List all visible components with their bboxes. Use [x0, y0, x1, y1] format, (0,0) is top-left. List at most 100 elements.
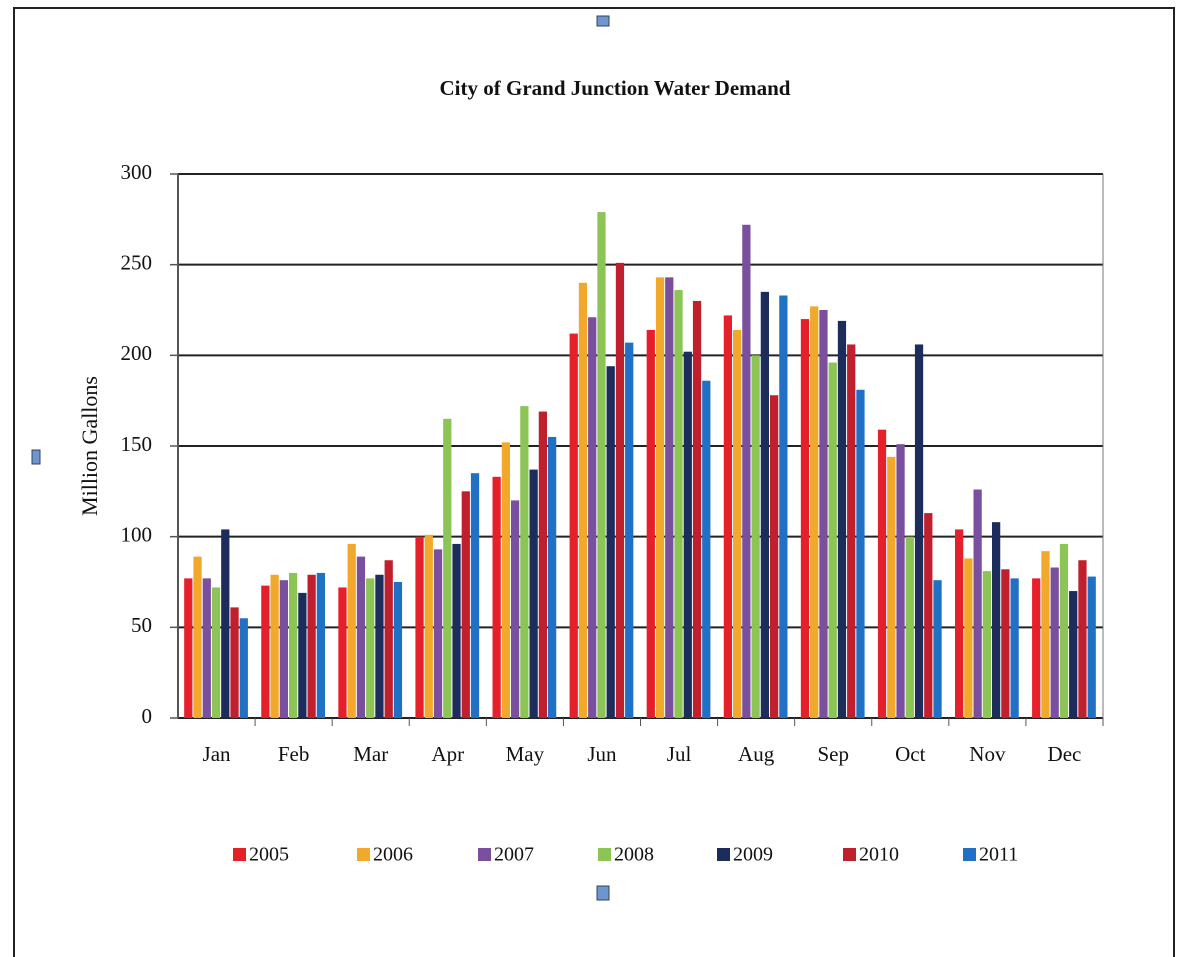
- x-tick-label: Mar: [353, 742, 388, 766]
- bar: [347, 543, 356, 718]
- legend-label: 2007: [494, 844, 534, 866]
- bar: [1050, 567, 1059, 718]
- bar: [1069, 591, 1078, 718]
- bar: [924, 513, 933, 718]
- legend-swatch: [357, 848, 370, 861]
- x-tick-label: Apr: [431, 742, 464, 766]
- bar: [492, 476, 501, 718]
- bar: [779, 295, 788, 718]
- legend-label: 2006: [373, 844, 413, 866]
- bar: [270, 574, 279, 718]
- bar: [1001, 569, 1010, 718]
- bar: [760, 291, 769, 718]
- bar: [1041, 551, 1050, 718]
- bar: [529, 469, 538, 718]
- bar: [683, 351, 692, 718]
- bar: [606, 366, 615, 718]
- bar: [424, 534, 433, 718]
- x-tick-label: May: [506, 742, 545, 766]
- bar: [992, 522, 1001, 718]
- bar: [1087, 576, 1096, 718]
- bar: [955, 529, 964, 718]
- bar: [723, 315, 732, 718]
- bar: [184, 578, 193, 718]
- bar: [810, 306, 819, 718]
- bar: [856, 389, 865, 718]
- bar: [193, 556, 202, 718]
- bar: [1032, 578, 1041, 718]
- y-tick-label: 200: [121, 341, 153, 365]
- legend-swatch: [478, 848, 491, 861]
- y-tick-label: 50: [131, 613, 152, 637]
- bar: [393, 582, 403, 718]
- bar: [520, 406, 529, 718]
- bar: [538, 411, 547, 718]
- chart-title: City of Grand Junction Water Demand: [440, 76, 791, 100]
- bar: [415, 536, 424, 718]
- y-tick-label: 0: [142, 704, 153, 728]
- bar: [674, 290, 683, 718]
- bar: [569, 333, 578, 718]
- legend-label: 2005: [249, 844, 289, 866]
- bar: [375, 574, 384, 718]
- bar: [646, 329, 655, 718]
- bar: [847, 344, 856, 718]
- bar: [307, 574, 316, 718]
- bar: [933, 580, 942, 718]
- bar: [597, 212, 606, 718]
- legend-swatch: [843, 848, 856, 861]
- bar: [692, 300, 702, 718]
- bar: [819, 310, 828, 718]
- frame: [13, 7, 1175, 957]
- bar: [384, 560, 393, 718]
- x-tick-label: Dec: [1048, 742, 1082, 766]
- bar: [751, 355, 760, 718]
- bar: [443, 418, 452, 718]
- legend-label: 2009: [733, 844, 773, 866]
- bar: [588, 317, 597, 718]
- bar: [665, 277, 674, 718]
- bar: [470, 473, 480, 718]
- legend-swatch: [598, 848, 611, 861]
- handle: [31, 449, 41, 465]
- bar: [702, 380, 711, 718]
- legend-label: 2008: [614, 844, 654, 866]
- y-tick-label: 100: [121, 522, 153, 546]
- bar: [279, 580, 288, 718]
- bar: [770, 395, 779, 718]
- bar: [261, 585, 270, 718]
- bar: [511, 500, 520, 718]
- x-tick-label: Oct: [895, 742, 925, 766]
- bar: [289, 572, 298, 718]
- bar: [837, 320, 847, 718]
- bar: [733, 329, 742, 718]
- bar: [239, 618, 248, 718]
- bar: [578, 282, 588, 718]
- bar: [501, 442, 510, 718]
- bar: [298, 592, 307, 718]
- bar: [316, 572, 325, 718]
- bar: [828, 362, 837, 718]
- bar: [973, 489, 982, 718]
- bar: [905, 536, 914, 718]
- legend-swatch: [963, 848, 976, 861]
- bar: [356, 556, 366, 718]
- legend-label: 2011: [979, 844, 1018, 866]
- bar: [202, 578, 211, 718]
- bar: [615, 262, 625, 718]
- bar: [964, 558, 973, 718]
- bar: [982, 571, 991, 718]
- legend-swatch: [233, 848, 246, 861]
- bar: [655, 277, 665, 718]
- bar: [625, 342, 634, 718]
- x-tick-label: Aug: [738, 742, 775, 766]
- bar: [230, 607, 239, 718]
- bar: [366, 578, 375, 718]
- bar: [877, 429, 887, 718]
- bar: [433, 549, 443, 718]
- handle: [596, 885, 610, 901]
- bar: [461, 491, 470, 718]
- bar: [338, 587, 347, 718]
- bar: [452, 543, 461, 718]
